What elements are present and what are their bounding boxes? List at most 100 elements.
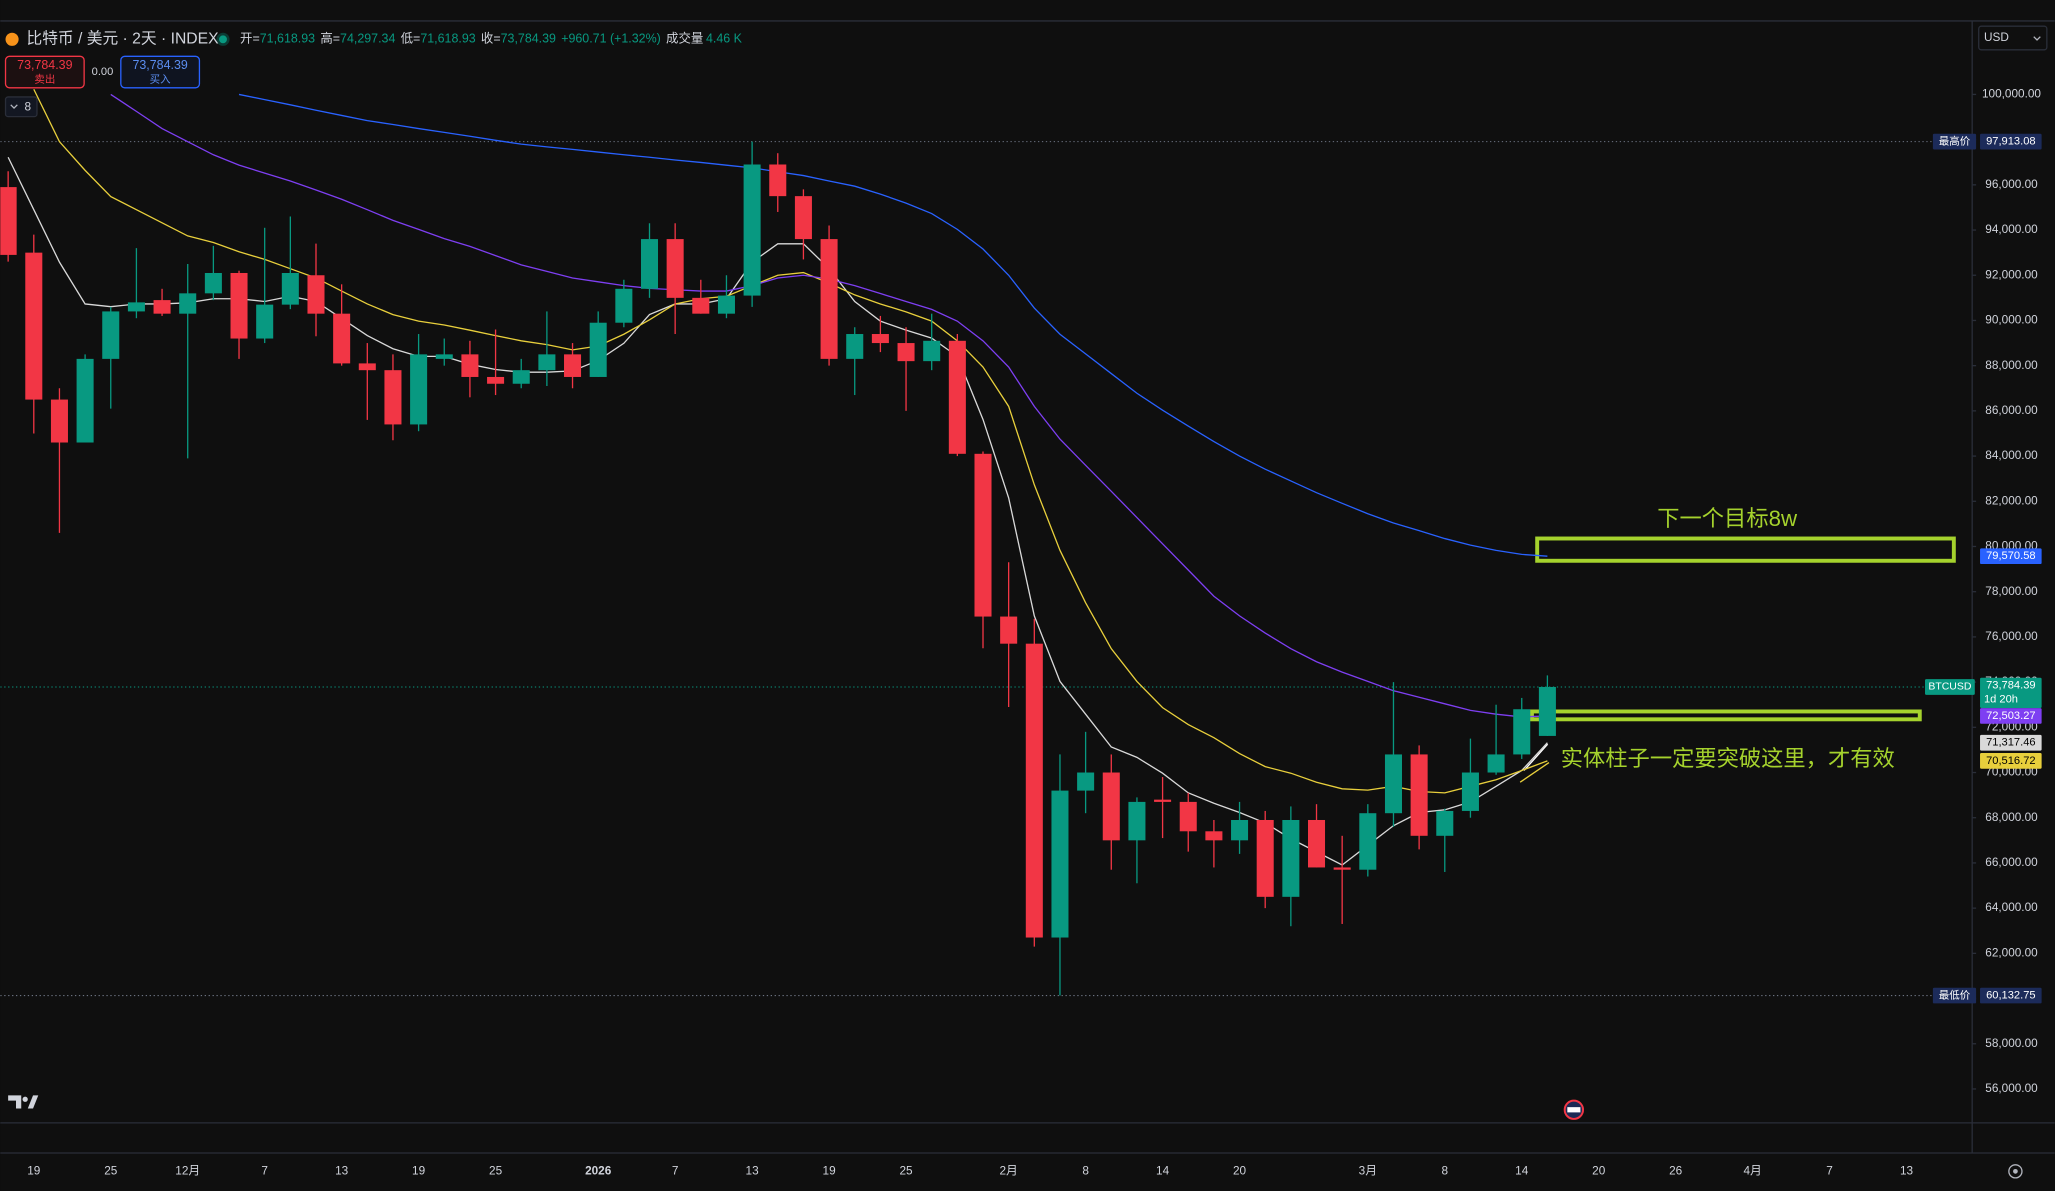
candle-body — [1461, 772, 1479, 811]
stat-value: 71,618.93 — [260, 32, 315, 46]
x-tick-label: 14 — [1156, 1164, 1170, 1177]
moving-average-label-bg — [1980, 752, 2042, 769]
y-tick-label: 100,000.00 — [1982, 88, 2041, 101]
candle-body — [1307, 819, 1326, 868]
buy-button[interactable]: 73,784.39 买入 — [120, 55, 201, 89]
x-tick-label: 14 — [1515, 1164, 1529, 1177]
x-tick-label: 4月 — [1743, 1164, 1761, 1177]
candle-body — [102, 311, 120, 359]
x-tick-label: 8 — [1082, 1164, 1089, 1177]
y-tick-label: 68,000.00 — [1985, 811, 2038, 824]
candle-body — [743, 164, 761, 296]
y-tick-label: 82,000.00 — [1985, 494, 2038, 507]
last-symbol-bg — [1925, 679, 1975, 695]
stat-label: 低= — [401, 32, 421, 46]
candle-body — [1077, 772, 1095, 791]
y-tick-label: 62,000.00 — [1985, 946, 2038, 959]
candle-body — [76, 358, 94, 443]
x-tick-label: 8 — [1442, 1164, 1449, 1177]
extreme-label-bg — [1932, 987, 1977, 1004]
candle-body — [50, 399, 68, 443]
y-tick-label: 66,000.00 — [1985, 856, 2038, 869]
stat-label: 开= — [240, 32, 260, 46]
y-tick-label: 58,000.00 — [1985, 1037, 2038, 1050]
x-tick-label: 12月 — [175, 1164, 200, 1177]
candle-body — [1051, 790, 1069, 938]
market-status-dot — [216, 32, 230, 46]
candle-body — [769, 164, 787, 197]
candle-body — [1436, 810, 1454, 836]
candle-body — [794, 196, 812, 240]
candle-body — [435, 354, 453, 359]
y-tick-label: 92,000.00 — [1985, 268, 2038, 281]
extreme-price-label-bg — [1980, 987, 2042, 1004]
x-tick-label: 2月 — [999, 1164, 1017, 1177]
candle-body — [25, 252, 43, 400]
stat-label: 收= — [481, 32, 501, 46]
buy-label[interactable]: 买入 — [150, 74, 171, 86]
moving-average-line — [33, 88, 1548, 794]
y-tick-label: 84,000.00 — [1985, 449, 2038, 462]
moving-average-label: 71,317.46 — [1986, 737, 2036, 749]
extreme-price-label-bg — [1980, 133, 2042, 150]
candle-body — [1128, 801, 1146, 841]
moving-average-label: 79,570.58 — [1986, 550, 2036, 562]
y-tick-label: 90,000.00 — [1985, 314, 2038, 327]
x-tick-label: 13 — [1900, 1164, 1914, 1177]
candle-body — [1179, 801, 1197, 832]
moving-average-label: 70,516.72 — [1986, 755, 2036, 767]
breakout-box — [1529, 709, 1922, 722]
moving-average-line — [238, 93, 1548, 557]
candle-body — [589, 322, 607, 377]
moving-average-label-bg — [1980, 708, 2042, 724]
settings-icon[interactable] — [2008, 1164, 2023, 1179]
x-tick-label: 25 — [899, 1164, 913, 1177]
plot-area — [0, 88, 1973, 997]
indicators-count[interactable]: 8 — [25, 101, 32, 114]
x-tick-label: 13 — [335, 1164, 349, 1177]
y-tick-label: 94,000.00 — [1985, 223, 2038, 236]
candle-body — [333, 313, 351, 364]
candle-body — [1256, 819, 1274, 897]
x-tick-label: 7 — [1826, 1164, 1833, 1177]
moving-average-label-bg — [1980, 548, 2042, 565]
change: +960.71 (+1.32%) — [561, 32, 661, 46]
candle-body — [640, 239, 659, 289]
annotation: 下一个目标8w — [1657, 506, 1798, 531]
target-box — [1535, 536, 1956, 563]
candle-body — [1154, 799, 1172, 802]
candle-body — [1102, 772, 1120, 841]
candle-body — [1333, 867, 1351, 870]
currency[interactable]: USD — [1984, 31, 2009, 44]
y-tick-label: 64,000.00 — [1985, 901, 2038, 914]
candle-body — [1359, 813, 1377, 870]
last-price-bg — [1980, 677, 2042, 708]
sell-price[interactable]: 73,784.39 — [17, 58, 72, 72]
candle-body — [1231, 819, 1249, 841]
candle-body — [153, 300, 171, 314]
candle-body — [307, 275, 325, 314]
candle-body — [615, 288, 633, 323]
moving-average-label-bg — [1980, 734, 2042, 751]
candle-body — [384, 370, 402, 425]
x-tick-label: 7 — [672, 1164, 679, 1177]
x-tick-label: 13 — [746, 1164, 760, 1177]
x-tick-label: 19 — [412, 1164, 425, 1177]
x-tick-label: 25 — [489, 1164, 503, 1177]
sell-label[interactable]: 卖出 — [34, 73, 55, 86]
indicators-toggle[interactable]: 8 — [4, 96, 38, 118]
coin-icon — [5, 32, 19, 46]
event-flag[interactable] — [1563, 1099, 1585, 1120]
candle-body — [281, 272, 299, 305]
last-symbol: BTCUSD — [1928, 682, 1971, 693]
extreme-label: 最高价 — [1939, 134, 1971, 147]
annotation: 实体柱子一定要突破这里，才有效 — [1561, 746, 1895, 771]
sell-button[interactable]: 73,784.39 卖出 — [4, 55, 85, 89]
y-tick-label: 70,000.00 — [1985, 766, 2038, 779]
candle-body — [179, 293, 197, 314]
candle-body — [974, 453, 992, 617]
currency-select[interactable]: USD — [1978, 25, 2048, 51]
x-tick-label: 3月 — [1359, 1164, 1377, 1177]
buy-price[interactable]: 73,784.39 — [132, 58, 187, 72]
